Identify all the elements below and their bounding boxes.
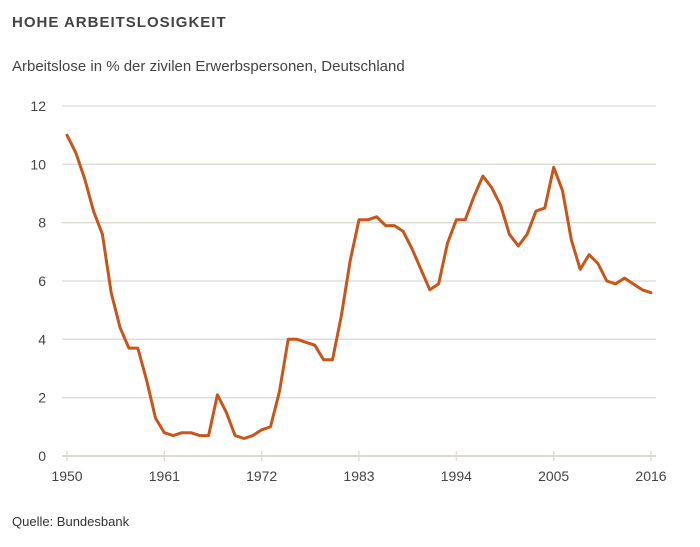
source-note: Quelle: Bundesbank	[12, 514, 130, 529]
chart-title: HOHE ARBEITSLOSIGKEIT	[12, 14, 227, 31]
x-tick-label: 1983	[343, 468, 374, 484]
x-tick-label: 2016	[635, 468, 666, 484]
y-tick-label: 4	[38, 331, 46, 347]
x-tick-label: 1950	[51, 468, 82, 484]
x-tick-label: 1961	[149, 468, 180, 484]
y-tick-label: 6	[38, 273, 46, 289]
y-tick-label: 8	[38, 215, 46, 231]
x-tick-label: 1972	[246, 468, 277, 484]
y-tick-label: 2	[38, 390, 46, 406]
y-tick-label: 0	[38, 448, 46, 464]
y-tick-label: 10	[30, 156, 46, 172]
y-tick-label: 12	[30, 98, 46, 114]
x-tick-label: 2005	[538, 468, 569, 484]
chart-subtitle: Arbeitslose in % der zivilen Erwerbspers…	[12, 58, 405, 75]
x-tick-label: 1994	[441, 468, 472, 484]
series-line	[65, 133, 653, 440]
